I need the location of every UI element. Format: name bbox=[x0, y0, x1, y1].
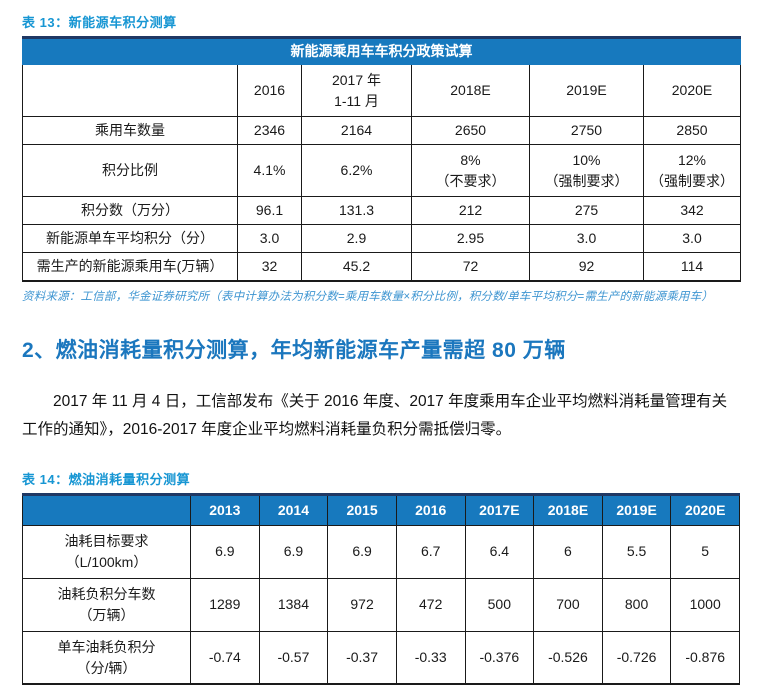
table-row: 积分数（万分） 96.1 131.3 212 275 342 bbox=[22, 196, 741, 225]
cell: 2346 bbox=[237, 116, 302, 145]
column-header: 2020E bbox=[643, 64, 741, 117]
column-header: 2014 bbox=[258, 493, 329, 526]
table13-column-header-row: 2016 2017 年 1-11 月 2018E 2019E 2020E bbox=[22, 64, 741, 117]
cell: 5.5 bbox=[601, 524, 672, 579]
column-header: 2018E bbox=[411, 64, 530, 117]
table13-title: 新能源乘用车车积分政策试算 bbox=[22, 37, 741, 65]
cell: 131.3 bbox=[301, 196, 412, 225]
cell: 3.0 bbox=[237, 224, 302, 253]
cell: 6.9 bbox=[258, 524, 329, 579]
cell: -0.33 bbox=[395, 630, 466, 685]
cell: 6.4 bbox=[464, 524, 535, 579]
table-row: 新能源单车平均积分（分） 3.0 2.9 2.95 3.0 3.0 bbox=[22, 224, 741, 253]
cell: 96.1 bbox=[237, 196, 302, 225]
cell: -0.74 bbox=[190, 630, 260, 685]
cell: 6 bbox=[533, 524, 603, 579]
cell: 2.9 bbox=[301, 224, 412, 253]
cell: 1000 bbox=[670, 577, 740, 632]
cell: -0.376 bbox=[464, 630, 535, 685]
column-header bbox=[22, 493, 191, 526]
row-label: 积分比例 bbox=[22, 144, 238, 197]
column-header: 2017 年 1-11 月 bbox=[301, 64, 412, 117]
cell: 10% （强制要求） bbox=[529, 144, 644, 197]
column-header: 2016 bbox=[237, 64, 302, 117]
row-label: 乘用车数量 bbox=[22, 116, 238, 145]
cell: 12% （强制要求） bbox=[643, 144, 741, 197]
cell: 2750 bbox=[529, 116, 644, 145]
cell: 700 bbox=[533, 577, 603, 632]
cell: -0.726 bbox=[601, 630, 672, 685]
column-header: 2019E bbox=[529, 64, 644, 117]
cell: 500 bbox=[464, 577, 535, 632]
cell: 972 bbox=[327, 577, 397, 632]
table-row: 油耗负积分车数 （万辆） 1289 1384 972 472 500 700 8… bbox=[22, 577, 740, 632]
body-paragraph: 2017 年 11 月 4 日，工信部发布《关于 2016 年度、2017 年度… bbox=[22, 392, 728, 439]
table13-source-note: 资料来源：工信部，华金证券研究所（表中计算办法为积分数=乘用车数量×积分比例，积… bbox=[22, 290, 714, 303]
cell: 72 bbox=[411, 252, 530, 281]
cell: -0.57 bbox=[258, 630, 329, 685]
table-row: 单车油耗负积分 （分/辆） -0.74 -0.57 -0.37 -0.33 -0… bbox=[22, 630, 740, 685]
row-label: 单车油耗负积分 （分/辆） bbox=[22, 630, 191, 685]
table13-title-row: 新能源乘用车车积分政策试算 bbox=[22, 37, 741, 65]
column-header: 2013 bbox=[190, 493, 260, 526]
table-row: 需生产的新能源乘用车(万辆） 32 45.2 72 92 114 bbox=[22, 252, 741, 281]
cell: 6.7 bbox=[395, 524, 466, 579]
cell: 114 bbox=[643, 252, 741, 281]
cell: 4.1% bbox=[237, 144, 302, 197]
cell: 6.9 bbox=[327, 524, 397, 579]
cell: 800 bbox=[601, 577, 672, 632]
cell: 1384 bbox=[258, 577, 329, 632]
cell: 212 bbox=[411, 196, 530, 225]
table-14: 2013 2014 2015 2016 2017E 2018E 2019E 20… bbox=[22, 492, 740, 685]
cell: 1289 bbox=[190, 577, 260, 632]
cell: 45.2 bbox=[301, 252, 412, 281]
row-label: 新能源单车平均积分（分） bbox=[22, 224, 238, 253]
column-header: 2016 bbox=[395, 493, 466, 526]
row-label: 积分数（万分） bbox=[22, 196, 238, 225]
column-header: 2017E bbox=[464, 493, 535, 526]
column-header: 2020E bbox=[670, 493, 740, 526]
cell: -0.37 bbox=[327, 630, 397, 685]
row-label: 需生产的新能源乘用车(万辆） bbox=[22, 252, 238, 281]
table14-column-header-row: 2013 2014 2015 2016 2017E 2018E 2019E 20… bbox=[22, 493, 740, 526]
row-label: 油耗目标要求 （L/100km） bbox=[22, 524, 191, 579]
cell: 2164 bbox=[301, 116, 412, 145]
cell: 3.0 bbox=[643, 224, 741, 253]
cell: 32 bbox=[237, 252, 302, 281]
cell: 6.2% bbox=[301, 144, 412, 197]
cell: -0.526 bbox=[533, 630, 603, 685]
cell: 6.9 bbox=[190, 524, 260, 579]
column-header bbox=[22, 64, 238, 117]
cell: 275 bbox=[529, 196, 644, 225]
cell: 2850 bbox=[643, 116, 741, 145]
table-row: 油耗目标要求 （L/100km） 6.9 6.9 6.9 6.7 6.4 6 5… bbox=[22, 524, 740, 579]
row-label: 油耗负积分车数 （万辆） bbox=[22, 577, 191, 632]
table-13: 新能源乘用车车积分政策试算 2016 2017 年 1-11 月 2018E 2… bbox=[22, 36, 741, 282]
cell: 92 bbox=[529, 252, 644, 281]
table-row: 积分比例 4.1% 6.2% 8% （不要求） 10% （强制要求） 12% （… bbox=[22, 144, 741, 197]
column-header: 2018E bbox=[533, 493, 603, 526]
cell: -0.876 bbox=[670, 630, 740, 685]
cell: 472 bbox=[395, 577, 466, 632]
cell: 8% （不要求） bbox=[411, 144, 530, 197]
section-heading: 2、燃油消耗量积分测算，年均新能源车产量需超 80 万辆 bbox=[22, 338, 566, 362]
cell: 3.0 bbox=[529, 224, 644, 253]
table13-caption: 表 13：新能源车积分测算 bbox=[22, 15, 177, 30]
cell: 2.95 bbox=[411, 224, 530, 253]
column-header: 2019E bbox=[601, 493, 672, 526]
table14-caption: 表 14：燃油消耗量积分测算 bbox=[22, 471, 191, 487]
table-row: 乘用车数量 2346 2164 2650 2750 2850 bbox=[22, 116, 741, 145]
cell: 342 bbox=[643, 196, 741, 225]
column-header: 2015 bbox=[327, 493, 397, 526]
cell: 5 bbox=[670, 524, 740, 579]
cell: 2650 bbox=[411, 116, 530, 145]
